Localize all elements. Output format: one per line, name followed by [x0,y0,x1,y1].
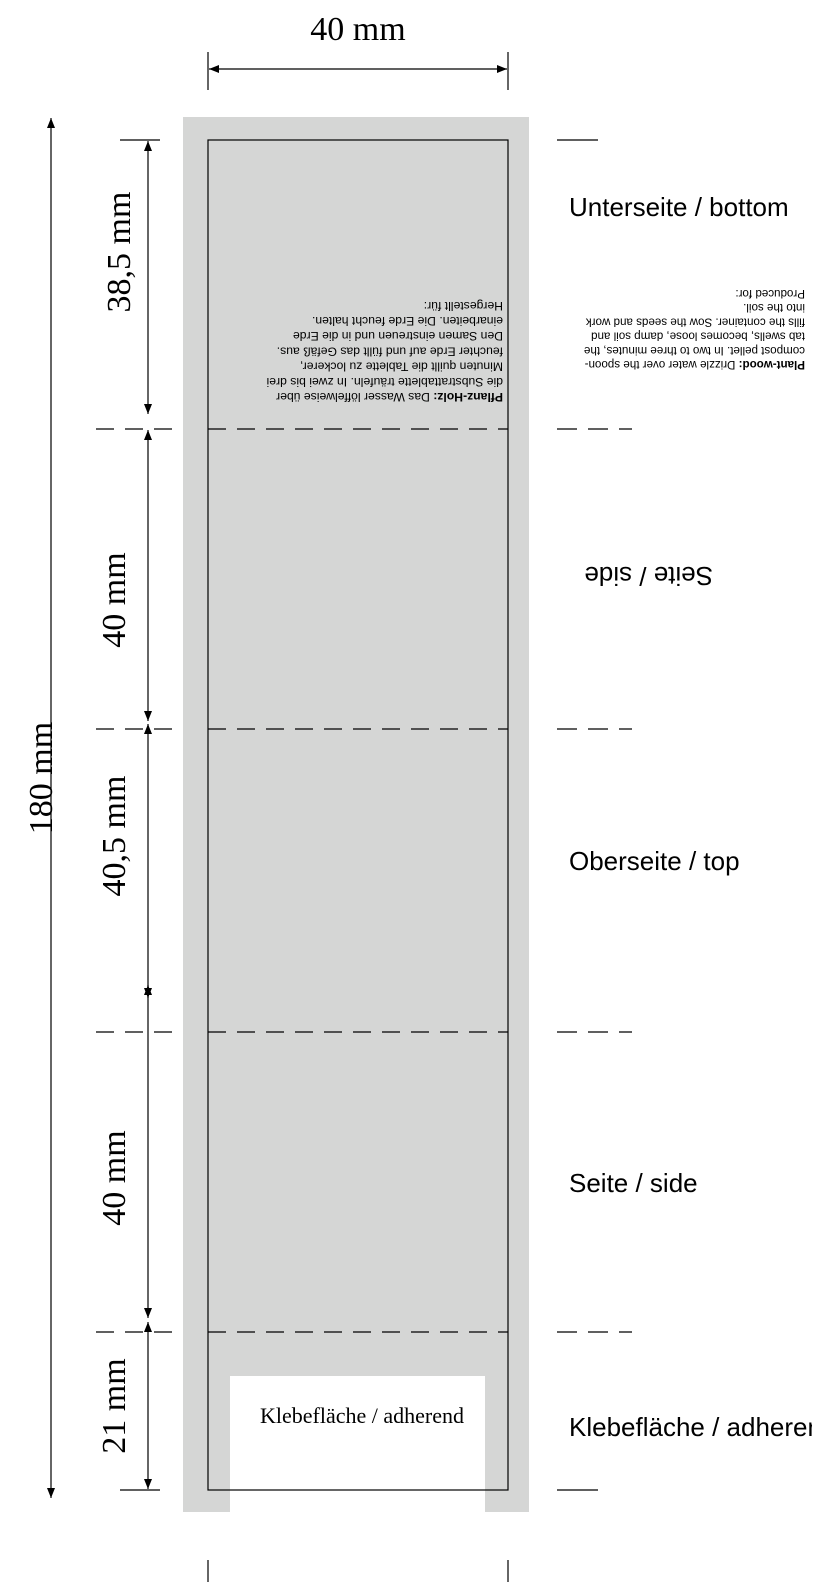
instructions-en: Plant-wood: Drizzle water over the spoon… [584,287,805,371]
instructions-de-line-5-text: einarbeiten. Die Erde feucht halten. [312,314,503,328]
trim-outline [207,139,509,1491]
instructions-en-line-2: tab swells, becomes loose, damp soil and [591,330,805,343]
instructions-de-line-3: feuchter Erde auf und füllt das Gefäß au… [277,344,503,358]
total-height-label: 180 mm [23,722,60,834]
instructions-de-line-3-text: feuchter Erde auf und füllt das Gefäß au… [277,344,503,358]
right-edge-mask [812,180,822,240]
panel-label-bottom: Unterseite / bottom [569,192,789,222]
instructions-de-line-1: die Substrattablette träufeln. In zwei b… [267,375,503,389]
instructions-en-line-3: fills the container. Sow the seeds and w… [586,315,805,328]
instructions-de-line-2: Minuten quillt die Tablette zu lockerer, [300,360,503,374]
instructions-de-line-6-text: Hergestellt für: [424,299,503,313]
instructions-en-line-5-text: Produced for: [735,287,805,300]
panel-label-top: Oberseite / top [569,846,740,876]
instructions-de: Pflanz-Holz: Das Wasser löffelweise über… [267,299,503,404]
instructions-en-line-0: Plant-wood: Drizzle water over the spoon… [585,358,805,371]
label-background [183,117,529,1512]
instructions-de-line-5: einarbeiten. Die Erde feucht halten. [312,314,503,328]
panel-label-side-upside-down: Seite / side [584,561,713,591]
instructions-en-line-4-text: into the soil. [743,301,805,314]
segment-label-3: 40,5 mm [96,776,133,897]
instructions-en-line-1: compost pellet. In two to three minutes,… [584,344,805,357]
instructions-en-line-2-text: tab swells, becomes loose, damp soil and [591,330,805,343]
instructions-de-line-0: Pflanz-Holz: Das Wasser löffelweise über [276,390,503,404]
segment-label-4: 40 mm [96,1130,133,1225]
segment-label-2: 40 mm [96,552,133,647]
instructions-en-line-4: into the soil. [743,301,805,314]
instructions-de-line-4-text: Den Samen einstreuen und in die Erde [293,329,503,343]
instructions-de-line-2-text: Minuten quillt die Tablette zu lockerer, [300,360,503,374]
instructions-de-line-1-text: die Substrattablette träufeln. In zwei b… [267,375,503,389]
instructions-de-line-6: Hergestellt für: [424,299,503,313]
instructions-de-line-4: Den Samen einstreuen und in die Erde [293,329,503,343]
instructions-en-line-3-text: fills the container. Sow the seeds and w… [586,315,805,328]
adhesive-area-label: Klebefläche / adherend [260,1403,464,1428]
panel-label-adhesive: Klebefläche / adherend [569,1412,822,1442]
instructions-en-line-5: Produced for: [735,287,805,300]
right-edge-mask-2 [812,1404,822,1448]
instructions-en-line-0-text: Drizzle water over the spoon- [585,358,739,371]
instructions-de-line-0-text: Das Wasser löffelweise über [276,390,433,404]
panel-label-side: Seite / side [569,1168,698,1198]
instructions-en-line-0-lead: Plant-wood: [739,358,805,371]
adhesive-area [230,1376,485,1512]
width-dimension-label: 40 mm [310,11,405,48]
instructions-de-line-0-lead: Pflanz-Holz: [433,390,503,404]
instructions-en-line-1-text: compost pellet. In two to three minutes,… [584,344,805,357]
segment-label-1: 38,5 mm [101,192,138,313]
segment-label-5: 21 mm [96,1358,133,1453]
